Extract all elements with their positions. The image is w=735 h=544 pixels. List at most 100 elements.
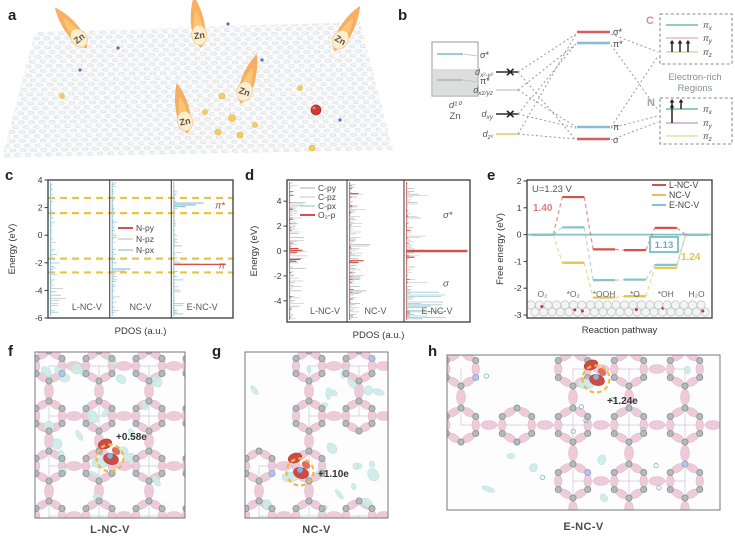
y-tick-label: 1: [517, 203, 522, 213]
dos-subpanel-label: L-NC-V: [72, 302, 102, 312]
reaction-step-label: *OH: [658, 289, 674, 299]
y-tick-label: 0: [277, 246, 282, 256]
svg-text:πy: πy: [703, 118, 713, 130]
reaction-step-label: H₂O: [689, 289, 705, 299]
dos-subpanel-label: NC-V: [130, 302, 152, 312]
reaction-step-label: *OOH: [593, 289, 616, 299]
n-pi-states-box: [659, 97, 733, 145]
c-atom-label: C: [646, 15, 654, 27]
mo-sigma-star: σ*: [613, 27, 623, 37]
panel-a-zn-graphene-illustration: Zn Zn Zn Zn Zn: [2, 0, 393, 158]
y-tick-label: 4: [277, 196, 282, 206]
y-tick-label: -2: [514, 283, 522, 293]
svg-text:dx²-y²: dx²-y²: [475, 67, 494, 79]
legend-label: O₂-p: [318, 210, 336, 220]
charge-highlight-circle: [285, 457, 315, 487]
c-pi-states-box: [659, 13, 733, 65]
legend-label: N-px: [136, 245, 155, 255]
svg-text:dxy: dxy: [482, 109, 494, 121]
pi-star-label: π*: [480, 76, 490, 86]
x-axis-label: PDOS (a.u.): [115, 326, 167, 337]
legend-label: N-py: [136, 223, 155, 233]
y-tick-label: -4: [35, 285, 43, 295]
legend-label: N-pz: [136, 234, 154, 244]
zn-flame: Zn: [236, 54, 258, 104]
panel-f-charge-density-map: +0.58e: [34, 351, 186, 519]
zn-label: Zn: [179, 116, 192, 128]
overpotential-1.13: 1.13: [655, 240, 674, 251]
sigma-star-label: σ*: [480, 50, 490, 60]
panel-label-e: e: [487, 167, 496, 184]
svg-text:dxz/yz: dxz/yz: [473, 85, 494, 97]
panel-label-d: d: [245, 167, 255, 184]
dos-subpanel-label: E-NC-V: [422, 306, 453, 316]
ion-dot-blue: [116, 46, 120, 50]
y-tick-label: 2: [38, 203, 43, 213]
zn-flame: Zn: [54, 7, 88, 49]
y-axis-label: Energy (eV): [7, 224, 18, 275]
dos-subpanel-label: NC-V: [365, 306, 387, 316]
band-label: π: [219, 261, 226, 272]
ion-dot-yellow: [308, 144, 316, 152]
ion-dot-yellow: [59, 93, 65, 99]
band-label: π*: [215, 201, 225, 212]
orbital-annotation: σ*: [443, 210, 453, 221]
y-tick-label: -3: [514, 310, 522, 320]
panel-label-a: a: [8, 7, 17, 24]
panel-label-b: b: [398, 7, 408, 24]
caption-e-nc-v: E-NC-V: [563, 521, 604, 533]
reaction-step-label: *O: [630, 289, 640, 299]
caption-l-nc-v: L-NC-V: [90, 524, 130, 536]
mo-pi-star: π*: [613, 39, 623, 49]
ion-dot-blue: [260, 58, 264, 62]
y-tick-label: -1: [514, 256, 522, 266]
y-tick-label: 0: [517, 230, 522, 240]
zn-label: Zn: [193, 30, 205, 41]
zn-element-label: Zn: [449, 111, 460, 122]
legend-label: C-pz: [318, 192, 336, 202]
charge-highlight-circle: [95, 443, 125, 473]
orbital-annotation: σ: [443, 278, 450, 289]
charge-transfer-value: +1.10e: [318, 469, 349, 480]
zn-label: Zn: [333, 33, 348, 47]
legend-label: E-NC-V: [669, 200, 699, 210]
panel-label-f: f: [8, 343, 13, 360]
charge-highlight-circle: [581, 364, 611, 394]
plot-frame: [526, 179, 713, 319]
y-tick-label: -6: [35, 313, 43, 323]
ion-dot-yellow: [252, 122, 258, 128]
dos-subpanel-label: E-NC-V: [187, 302, 218, 312]
electron-rich-text2: Regions: [678, 83, 713, 94]
charge-transfer-value: +0.58e: [116, 432, 147, 443]
svg-text:πx: πx: [703, 104, 713, 116]
caption-nc-v: NC-V: [302, 524, 331, 536]
d10-label: d¹⁰: [449, 100, 462, 111]
y-tick-label: 2: [517, 176, 522, 186]
overpotential-1.24: 1.24: [681, 252, 701, 263]
svg-text:πz: πz: [703, 47, 712, 59]
legend-label: L-NC-V: [669, 180, 698, 190]
y-tick-label: -2: [35, 258, 43, 268]
highlight-box: [649, 236, 679, 253]
svg-text:dz²: dz²: [483, 129, 494, 141]
panel-d-pdos-chart: L-NC-V NC-V E-NC-V 4 2 0 -2 -4 PDOS (a.u.) Energy…: [249, 179, 471, 341]
ion-dot-yellow: [228, 114, 236, 122]
y-tick-label: 4: [38, 175, 43, 185]
mo-sigma: σ: [613, 135, 619, 145]
plot-frame: [47, 179, 234, 319]
zn-label: Zn: [238, 85, 252, 98]
reaction-step-label: *O₂: [567, 289, 580, 299]
y-tick-label: 2: [277, 221, 282, 231]
zn-flame: Zn: [190, 0, 208, 48]
zn-flame: Zn: [174, 82, 193, 134]
panel-c-pdos-chart: π* π L-NC-V NC-V E-NC-V 4 2 0 -2 -4 -6 PDOS (a.u.) E…: [7, 175, 234, 337]
panel-label-g: g: [212, 343, 222, 360]
panel-e-free-energy-chart: 2 1 0 -1 -2 -3 Reaction pathway Free energy (eV…: [495, 176, 713, 336]
y-tick-label: -2: [274, 271, 282, 281]
svg-text:πx: πx: [703, 20, 713, 32]
ion-dot-blue: [78, 68, 82, 72]
x-axis-label: PDOS (a.u.): [353, 330, 405, 341]
